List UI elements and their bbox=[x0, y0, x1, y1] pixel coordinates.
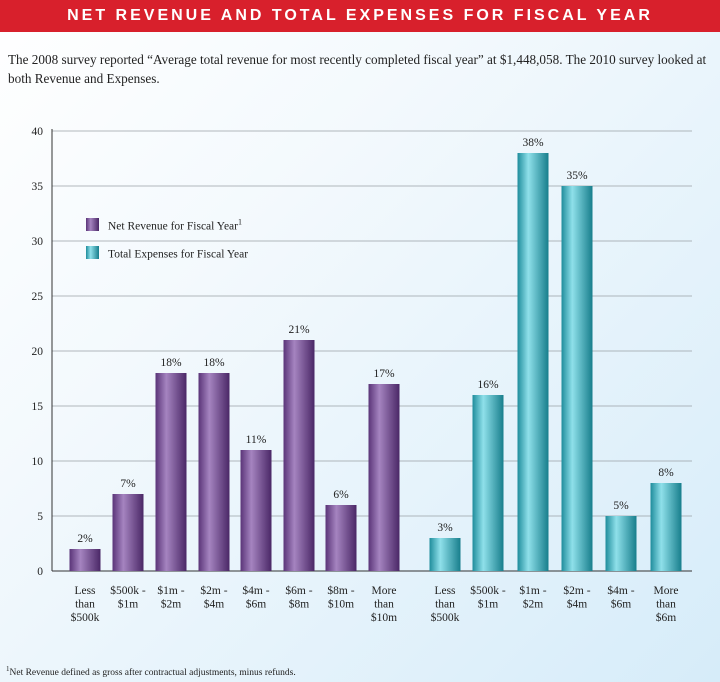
revenue-category-label: $2m -$4m bbox=[200, 584, 227, 611]
category-label-line: $6m bbox=[611, 598, 632, 611]
y-tick-label: 15 bbox=[32, 401, 44, 413]
expenses-data-label: 38% bbox=[522, 137, 544, 149]
category-label-line: Less bbox=[74, 585, 96, 597]
category-label-line: Less bbox=[434, 585, 456, 597]
expenses-category-label: $1m -$2m bbox=[519, 584, 546, 611]
expenses-category-label: More than $6m bbox=[654, 585, 679, 624]
y-tick-label: 40 bbox=[32, 126, 44, 138]
expenses-category-label: $2m -$4m bbox=[563, 584, 590, 611]
category-label-line: than bbox=[656, 599, 676, 611]
category-label-line: $1m - bbox=[157, 584, 184, 597]
y-tick-label: 20 bbox=[32, 346, 44, 358]
expenses-data-label: 8% bbox=[658, 467, 674, 479]
legend-swatch bbox=[86, 218, 99, 231]
y-tick-label: 30 bbox=[32, 236, 44, 248]
category-label-line: than bbox=[75, 599, 95, 611]
footnote-text: Net Revenue defined as gross after contr… bbox=[9, 668, 296, 679]
revenue-category-label: $4m -$6m bbox=[242, 584, 269, 611]
revenue-category-label: $500k -$1m bbox=[110, 584, 146, 611]
revenue-bar bbox=[155, 373, 187, 571]
legend-label: Net Revenue for Fiscal Year1 bbox=[108, 218, 242, 233]
expenses-data-label: 3% bbox=[437, 522, 453, 534]
category-label-line: $500k bbox=[71, 611, 100, 624]
category-label-line: $500k - bbox=[470, 584, 506, 597]
expenses-category-label: Less than $500k bbox=[431, 585, 460, 624]
category-label-line: $2m - bbox=[200, 584, 227, 597]
expenses-bar bbox=[605, 516, 637, 571]
footnote: 1Net Revenue defined as gross after cont… bbox=[6, 665, 296, 678]
expenses-data-label: 16% bbox=[477, 379, 499, 391]
revenue-data-label: 21% bbox=[288, 324, 310, 336]
revenue-bar bbox=[112, 494, 144, 571]
category-label-line: $6m bbox=[656, 611, 677, 624]
expenses-bar bbox=[429, 538, 461, 571]
category-label-line: $4m bbox=[204, 598, 225, 611]
revenue-data-label: 6% bbox=[333, 489, 349, 501]
revenue-bar bbox=[240, 450, 272, 571]
category-label-line: $2m bbox=[161, 598, 182, 611]
revenue-data-label: 18% bbox=[160, 357, 182, 369]
category-label-line: $4m - bbox=[242, 584, 269, 597]
legend-label-text: Net Revenue for Fiscal Year bbox=[108, 221, 238, 233]
revenue-data-label: 7% bbox=[120, 478, 136, 490]
category-label-line: than bbox=[435, 599, 455, 611]
revenue-bar bbox=[325, 505, 357, 571]
category-label-line: $2m - bbox=[563, 584, 590, 597]
revenue-category-label: $6m -$8m bbox=[285, 584, 312, 611]
expenses-bar bbox=[561, 186, 593, 571]
y-tick-label: 5 bbox=[37, 511, 43, 523]
revenue-data-label: 11% bbox=[246, 434, 267, 446]
category-label-line: $4m bbox=[567, 598, 588, 611]
revenue-category-label: $8m -$10m bbox=[327, 584, 354, 611]
category-label-line: More bbox=[372, 585, 397, 597]
category-label-line: $1m bbox=[118, 598, 139, 611]
y-tick-label: 35 bbox=[32, 181, 44, 193]
revenue-bar bbox=[198, 373, 230, 571]
revenue-bar bbox=[69, 549, 101, 571]
legend-superscript: 1 bbox=[238, 218, 242, 227]
revenue-bar bbox=[368, 384, 400, 571]
category-label-line: $10m bbox=[328, 598, 354, 611]
expenses-data-label: 35% bbox=[566, 170, 588, 182]
revenue-category-label: $1m -$2m bbox=[157, 584, 184, 611]
category-label-line: $2m bbox=[523, 598, 544, 611]
category-label-line: than bbox=[374, 599, 394, 611]
category-label-line: $500k bbox=[431, 611, 460, 624]
category-label-line: $1m bbox=[478, 598, 499, 611]
y-tick-label: 0 bbox=[37, 566, 43, 578]
revenue-category-label: More than $10m bbox=[371, 585, 397, 624]
revenue-data-label: 2% bbox=[77, 533, 93, 545]
category-label-line: $10m bbox=[371, 611, 397, 624]
category-label-line: $1m - bbox=[519, 584, 546, 597]
y-tick-label: 10 bbox=[32, 456, 44, 468]
legend-swatch bbox=[86, 246, 99, 259]
category-label-line: More bbox=[654, 585, 679, 597]
category-label-line: $6m bbox=[246, 598, 267, 611]
category-label-line: $8m - bbox=[327, 584, 354, 597]
expenses-bar bbox=[472, 395, 504, 571]
revenue-bar bbox=[283, 340, 315, 571]
legend-label-text: Total Expenses for Fiscal Year bbox=[108, 249, 248, 261]
category-label-line: $500k - bbox=[110, 584, 146, 597]
y-tick-label: 25 bbox=[32, 291, 44, 303]
legend-label: Total Expenses for Fiscal Year bbox=[108, 249, 248, 261]
expenses-category-label: $500k -$1m bbox=[470, 584, 506, 611]
expenses-category-label: $4m -$6m bbox=[607, 584, 634, 611]
footnote-marker: 1 bbox=[6, 665, 10, 673]
revenue-data-label: 18% bbox=[203, 357, 225, 369]
expenses-data-label: 5% bbox=[613, 500, 629, 512]
page-title: NET REVENUE AND TOTAL EXPENSES FOR FISCA… bbox=[0, 0, 720, 32]
intro-text: The 2008 survey reported “Average total … bbox=[8, 52, 707, 86]
expenses-bar bbox=[650, 483, 682, 571]
revenue-category-label: Less than $500k bbox=[71, 585, 100, 624]
category-label-line: $8m bbox=[289, 598, 310, 611]
revenue-data-label: 17% bbox=[373, 368, 395, 380]
expenses-bar bbox=[517, 153, 549, 571]
category-label-line: $4m - bbox=[607, 584, 634, 597]
category-label-line: $6m - bbox=[285, 584, 312, 597]
